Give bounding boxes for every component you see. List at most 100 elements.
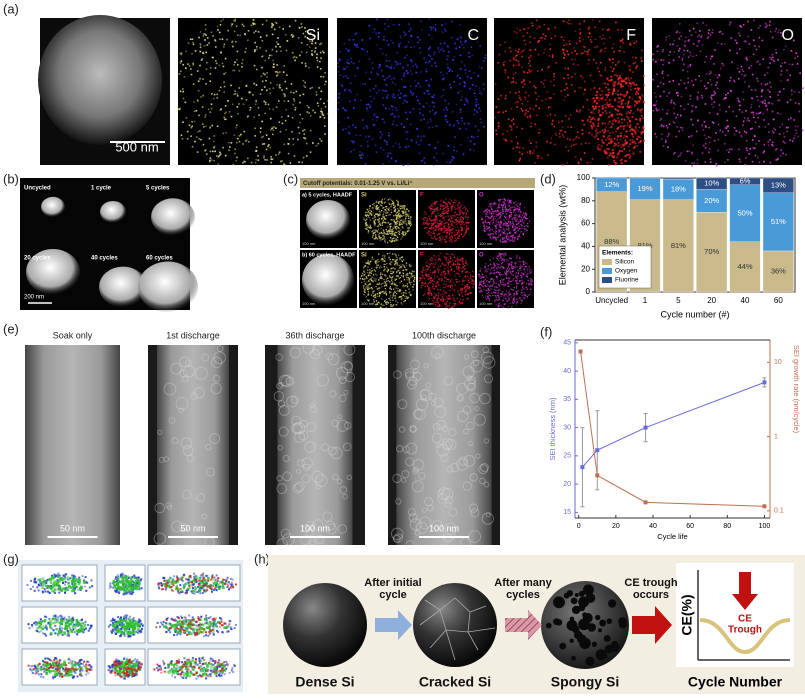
map-pixel xyxy=(179,73,181,75)
map-pixel xyxy=(437,234,438,235)
map-pixel xyxy=(436,65,438,67)
map-pixel xyxy=(402,211,403,212)
map-pixel xyxy=(446,238,447,239)
map-pixel xyxy=(583,124,585,126)
map-pixel xyxy=(211,31,213,33)
map-pixel xyxy=(613,160,615,162)
map-pixel xyxy=(369,38,371,40)
map-pixel xyxy=(737,42,739,44)
map-pixel xyxy=(434,220,435,221)
map-pixel xyxy=(464,268,465,269)
map-pixel xyxy=(380,204,381,205)
map-pixel xyxy=(432,230,433,231)
map-pixel xyxy=(397,288,398,289)
map-pixel xyxy=(697,45,699,47)
map-pixel xyxy=(390,296,391,297)
map-pixel xyxy=(634,105,636,107)
map-pixel xyxy=(400,208,401,209)
map-pixel xyxy=(769,139,771,141)
map-pixel xyxy=(711,98,713,100)
map-pixel xyxy=(382,283,383,284)
map-pixel xyxy=(289,26,291,28)
map-pixel xyxy=(408,211,409,212)
map-pixel xyxy=(750,148,752,150)
map-pixel xyxy=(635,143,637,145)
map-pixel xyxy=(469,287,470,288)
map-pixel xyxy=(619,106,621,108)
map-pixel xyxy=(219,152,221,154)
map-pixel xyxy=(629,82,631,84)
map-pixel xyxy=(403,275,404,276)
map-pixel xyxy=(597,138,599,140)
map-pixel xyxy=(423,295,424,296)
map-pixel xyxy=(751,89,753,91)
map-pixel xyxy=(520,231,521,232)
map-pixel xyxy=(688,39,690,41)
map-pixel xyxy=(401,275,402,276)
map-pixel xyxy=(365,220,366,221)
map-pixel xyxy=(586,51,588,53)
map-pixel xyxy=(454,199,455,200)
map-pixel xyxy=(726,127,728,129)
map-pixel xyxy=(366,126,368,128)
map-pixel xyxy=(247,39,249,41)
map-pixel xyxy=(412,276,413,277)
map-pixel xyxy=(410,86,412,88)
map-pixel xyxy=(444,213,445,214)
map-pixel xyxy=(389,257,390,258)
map-pixel xyxy=(625,78,627,80)
map-pixel xyxy=(397,302,398,303)
map-pixel xyxy=(620,126,622,128)
map-pixel xyxy=(338,102,340,104)
map-pixel xyxy=(366,278,367,279)
map-pixel xyxy=(461,204,462,205)
map-pixel xyxy=(277,74,279,76)
map-pixel xyxy=(440,72,442,74)
map-pixel xyxy=(620,144,622,146)
map-pixel xyxy=(626,81,628,83)
map-pixel xyxy=(765,126,767,128)
map-pixel xyxy=(368,104,370,106)
map-pixel xyxy=(391,271,392,272)
map-pixel xyxy=(457,234,458,235)
map-pixel xyxy=(426,212,427,213)
map-pixel xyxy=(383,230,384,231)
map-pixel xyxy=(597,146,599,148)
map-pixel xyxy=(272,60,274,62)
map-pixel xyxy=(697,97,699,99)
map-pixel xyxy=(467,229,468,230)
map-pixel xyxy=(516,218,517,219)
map-pixel xyxy=(479,92,481,94)
map-pixel xyxy=(512,77,514,79)
map-pixel xyxy=(386,84,388,86)
map-pixel xyxy=(474,72,476,74)
map-pixel xyxy=(623,126,625,128)
map-pixel xyxy=(508,237,509,238)
map-pixel xyxy=(464,82,466,84)
map-pixel xyxy=(727,159,729,161)
map-pixel xyxy=(610,140,612,142)
map-pixel xyxy=(492,213,493,214)
map-pixel xyxy=(268,57,270,59)
map-pixel xyxy=(677,95,679,97)
map-pixel xyxy=(739,25,741,27)
map-pixel xyxy=(591,134,593,136)
map-pixel xyxy=(394,221,395,222)
map-pixel xyxy=(440,274,441,275)
map-pixel xyxy=(789,139,791,141)
map-pixel xyxy=(392,109,394,111)
map-pixel xyxy=(347,77,349,79)
map-pixel xyxy=(352,124,354,126)
map-pixel xyxy=(383,217,384,218)
map-pixel xyxy=(630,107,632,109)
map-pixel xyxy=(429,144,431,146)
map-pixel xyxy=(777,59,779,61)
map-pixel xyxy=(452,156,454,158)
map-pixel xyxy=(223,133,225,135)
map-pixel xyxy=(595,133,597,135)
map-pixel xyxy=(705,88,707,90)
map-pixel xyxy=(799,72,801,74)
map-pixel xyxy=(374,215,375,216)
map-pixel xyxy=(423,106,425,108)
map-pixel xyxy=(707,37,709,39)
